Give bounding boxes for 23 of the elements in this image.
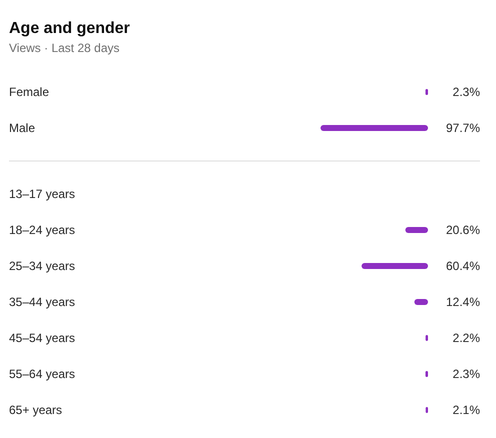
data-label: 2.3% [452,85,480,100]
data-label: 2.1% [452,403,480,418]
y-tick-label: Male [9,121,36,136]
bar [425,371,428,377]
y-tick-label: 35–44 years [9,295,76,310]
y-tick-label: 13–17 years [9,187,76,202]
y-tick-label: 65+ years [9,403,62,418]
data-label: 20.6% [446,223,480,238]
bar [414,299,428,305]
data-label: 12.4% [446,295,480,310]
bar [405,227,428,233]
data-label: 2.2% [452,331,480,346]
y-tick-label: 55–64 years [9,367,76,382]
data-label: 60.4% [446,259,480,274]
y-tick-label: 25–34 years [9,259,76,274]
text: Views · Last 28 days [9,41,120,55]
data-label: 97.7% [446,121,480,136]
y-tick-label: 45–54 years [9,331,76,346]
data-label: 2.3% [452,367,480,382]
y-tick-label: Female [9,85,50,100]
text: Age and gender [9,20,130,37]
bar [362,263,428,269]
y-tick-label: 18–24 years [9,223,76,238]
